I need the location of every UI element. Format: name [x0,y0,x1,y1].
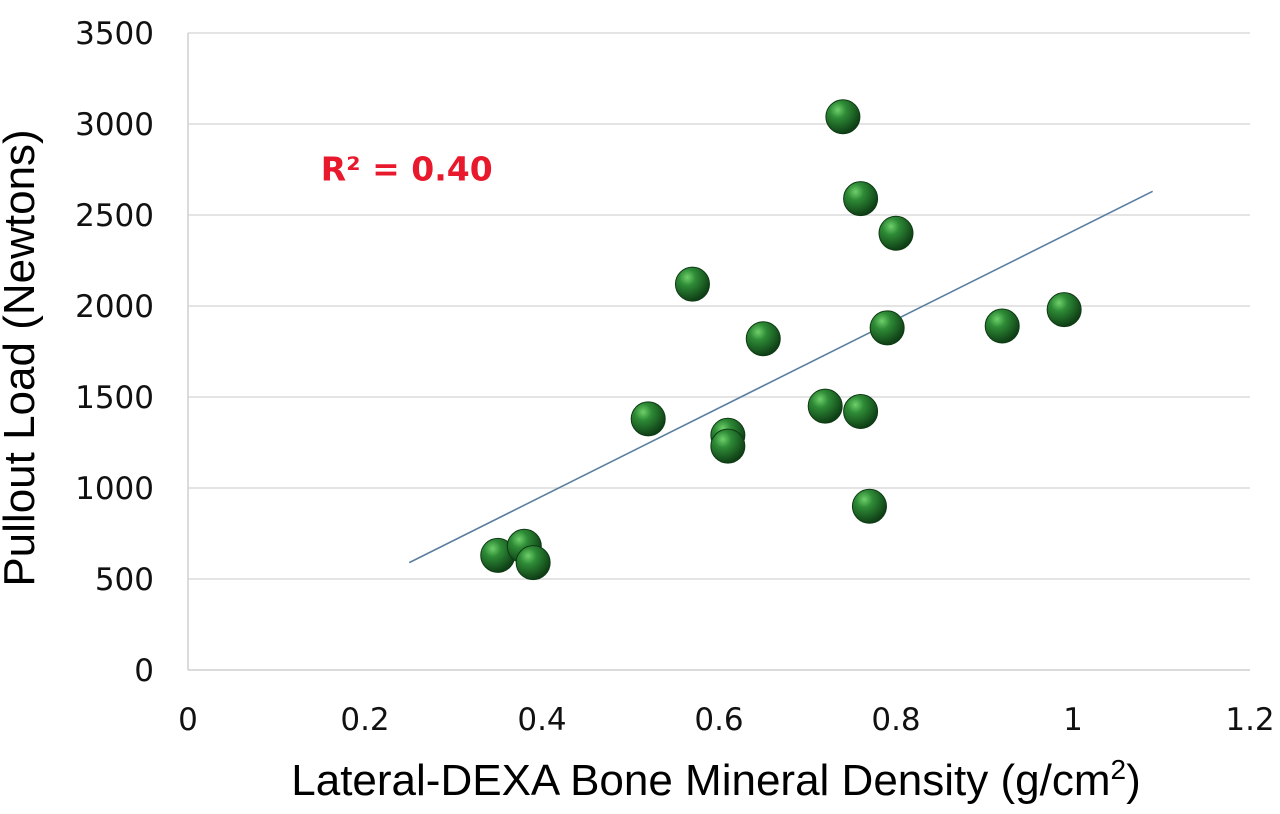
axes [187,33,1250,671]
x-axis-title-close: ) [1126,756,1141,805]
data-point [825,99,861,135]
y-tick-label: 2500 [75,198,154,234]
x-tick-label: 0.8 [871,702,920,738]
x-axis-title-main: Lateral-DEXA Bone Mineral Density (g/cm [291,756,1110,805]
data-point [710,428,746,464]
trendline [408,190,1154,564]
y-tick-label: 3000 [75,107,154,143]
gridlines [188,32,1250,580]
y-tick-label: 2000 [75,289,154,325]
x-axis-title: Lateral-DEXA Bone Mineral Density (g/cm2… [291,754,1140,805]
r-squared-annotation: R² = 0.40 [321,149,493,188]
data-point [843,394,879,430]
data-point [515,545,551,581]
y-tick-label: 0 [134,653,154,689]
data-point [630,401,666,437]
trendline-layer [408,190,1154,564]
data-point [984,308,1020,344]
y-tick-label: 500 [95,562,154,598]
data-point [843,181,879,217]
data-point [1046,292,1082,328]
x-tick-label: 0 [178,702,198,738]
y-tick-label: 1500 [75,380,154,416]
x-axis-title-superscript: 2 [1111,754,1127,785]
x-tick-label: 0.4 [517,702,566,738]
data-points [480,99,1082,581]
data-point [807,388,843,424]
y-axis-title: Pullout Load (Newtons) [0,129,44,586]
data-point [674,266,710,302]
x-tick-label: 0.2 [340,702,389,738]
data-point [745,321,781,357]
data-point [851,488,887,524]
data-point [869,310,905,346]
x-tick-label: 0.6 [694,702,743,738]
y-tick-labels: 0 500 1000 1500 2000 2500 3000 3500 [75,16,154,689]
y-tick-label: 1000 [75,471,154,507]
x-tick-labels: 0 0.2 0.4 0.6 0.8 1 1.2 [178,702,1275,738]
x-tick-label: 1 [1063,702,1083,738]
data-point [878,215,914,251]
x-tick-label: 1.2 [1225,702,1274,738]
y-tick-label: 3500 [75,16,154,52]
